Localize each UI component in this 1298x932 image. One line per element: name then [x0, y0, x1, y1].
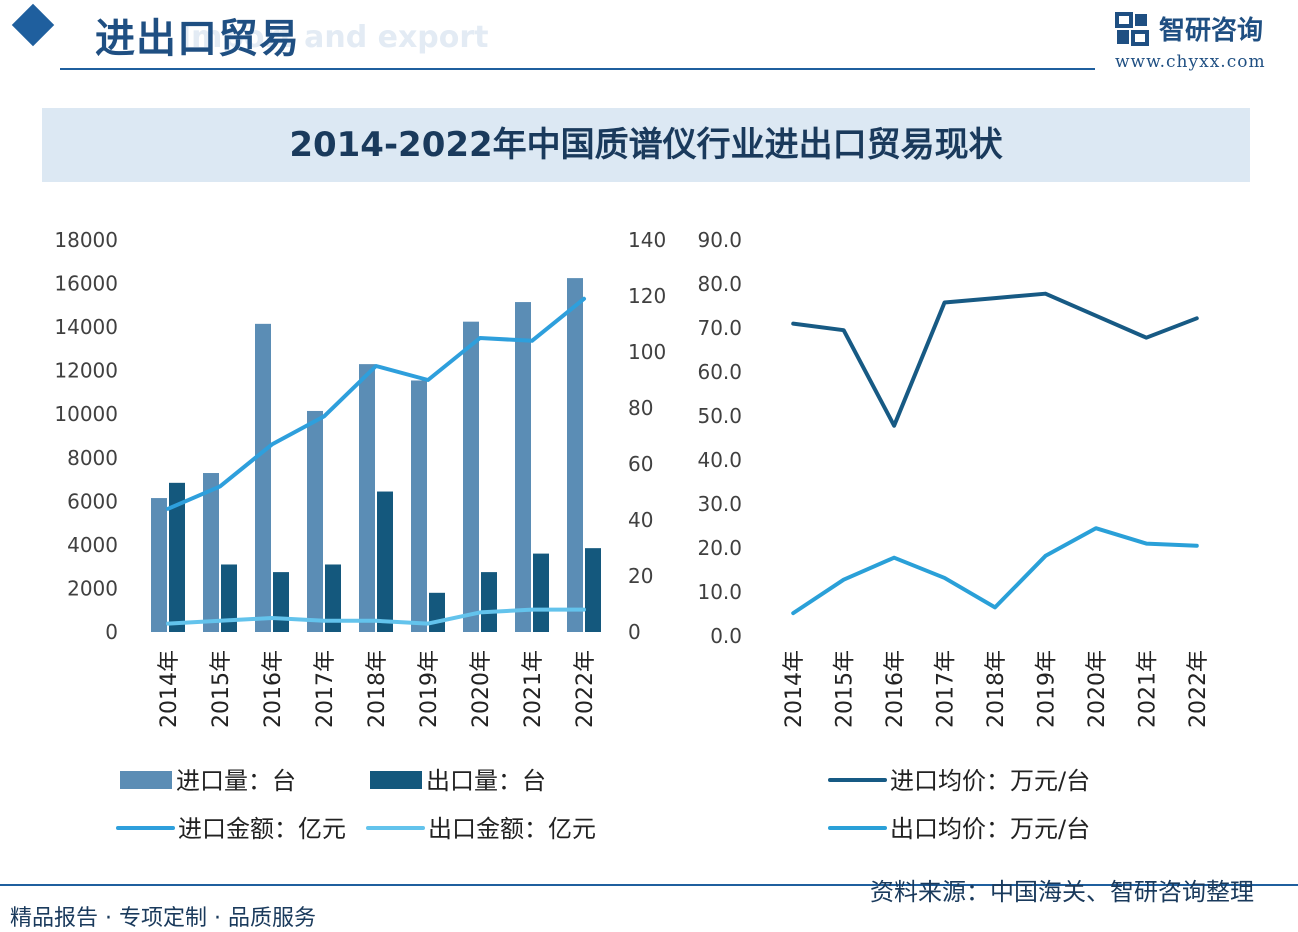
- left-y-tick-label: 12000: [54, 359, 118, 383]
- right-y-tick-label: 20: [628, 564, 653, 588]
- legend-swatch: [120, 771, 172, 789]
- right-x-tick-label: 2016年: [883, 650, 908, 728]
- right-x-tick-label: 2021年: [1135, 650, 1160, 728]
- price-y-tick-label: 80.0: [697, 272, 742, 296]
- left-x-tick-label: 2021年: [521, 650, 546, 728]
- right-x-tick-label: 2019年: [1034, 650, 1059, 728]
- left-x-tick-label: 2014年: [157, 650, 182, 728]
- legend-label: 进口均价：万元/台: [890, 767, 1090, 795]
- export-amount-line: [166, 607, 586, 626]
- export-qty-bar: [221, 564, 237, 632]
- export-qty-bar: [169, 482, 185, 632]
- right-x-tick-label: 2017年: [934, 650, 959, 728]
- left-y-tick-label: 10000: [54, 402, 118, 426]
- left-x-tick-label: 2016年: [261, 650, 286, 728]
- legend-label: 出口金额：亿元: [428, 815, 596, 843]
- source-note: 资料来源：中国海关、智研咨询整理: [870, 878, 1254, 906]
- price-y-tick-label: 50.0: [697, 404, 742, 428]
- chart-title-banner: 2014-2022年中国质谱仪行业进出口贸易现状: [42, 108, 1250, 182]
- chart-title: 2014-2022年中国质谱仪行业进出口贸易现状: [289, 125, 1003, 165]
- left-y-tick-label: 6000: [67, 489, 118, 513]
- import-qty-bar: [203, 473, 219, 632]
- right-x-tick-label: 2020年: [1085, 650, 1110, 728]
- left-y-tick-label: 4000: [67, 533, 118, 557]
- legend-label: 进口量：台: [176, 767, 296, 795]
- import-qty-bar: [359, 364, 375, 632]
- right-y-tick-label: 100: [628, 340, 666, 364]
- price-y-tick-label: 10.0: [697, 580, 742, 604]
- right-y-tick-label: 60: [628, 452, 653, 476]
- left-x-tick-label: 2020年: [469, 650, 494, 728]
- export-qty-bar: [533, 553, 549, 632]
- left-x-tick-label: 2022年: [573, 650, 598, 728]
- legend-swatch: [370, 771, 422, 789]
- import-qty-bar: [151, 498, 167, 632]
- export-qty-bar: [585, 548, 601, 632]
- logo-name: 智研咨询: [1159, 16, 1264, 46]
- right-y-tick-label: 80: [628, 396, 653, 420]
- right-x-tick-label: 2014年: [782, 650, 807, 728]
- import-qty-bar: [515, 302, 531, 632]
- legend-label: 进口金额：亿元: [178, 815, 346, 843]
- import-avg-price-line: [791, 291, 1199, 428]
- import-qty-bar: [463, 321, 479, 632]
- right-y-tick-label: 140: [628, 228, 666, 252]
- export-avg-price-line: [791, 526, 1199, 616]
- left-x-tick-label: 2018年: [365, 650, 390, 728]
- import-qty-bar: [307, 410, 323, 632]
- left-x-tick-label: 2019年: [417, 650, 442, 728]
- footer-divider: [0, 884, 1298, 886]
- price-y-tick-label: 90.0: [697, 228, 742, 252]
- logo-url: www.chyxx.com: [1115, 52, 1266, 72]
- legend-label: 出口均价：万元/台: [890, 815, 1090, 843]
- price-y-tick-label: 70.0: [697, 316, 742, 340]
- footer-slogan: 精品报告 · 专项定制 · 品质服务: [10, 906, 316, 931]
- price-y-tick-label: 60.0: [697, 360, 742, 384]
- right-x-tick-label: 2022年: [1186, 650, 1211, 728]
- left-y-tick-label: 14000: [54, 315, 118, 339]
- legend-label: 出口量：台: [426, 767, 546, 795]
- left-x-tick-label: 2015年: [209, 650, 234, 728]
- import-qty-bar: [411, 380, 427, 632]
- price-y-tick-label: 30.0: [697, 492, 742, 516]
- left-y-tick-label: 8000: [67, 446, 118, 470]
- left-y-tick-label: 2000: [67, 576, 118, 600]
- left-x-tick-label: 2017年: [313, 650, 338, 728]
- right-x-tick-label: 2018年: [984, 650, 1009, 728]
- export-qty-bar: [429, 592, 445, 632]
- header-subtitle: Import and export: [180, 20, 489, 55]
- export-qty-bar: [273, 572, 289, 632]
- left-y-tick-label: 16000: [54, 272, 118, 296]
- export-qty-bar: [377, 491, 393, 632]
- brand-logo: 智研咨询 www.chyxx.com: [1115, 10, 1285, 74]
- header-divider: [60, 68, 1095, 70]
- right-y-tick-label: 120: [628, 284, 666, 308]
- price-y-tick-label: 20.0: [697, 536, 742, 560]
- right-y-tick-label: 40: [628, 508, 653, 532]
- export-qty-bar: [325, 564, 341, 632]
- chyxx-logo-icon: [1115, 12, 1149, 46]
- page-title: 进出口贸易: [95, 16, 300, 62]
- right-x-tick-label: 2015年: [833, 650, 858, 728]
- right-y-tick-label: 0: [628, 620, 641, 644]
- import-qty-bar: [255, 323, 271, 632]
- left-y-tick-label: 0: [105, 620, 118, 644]
- import-amount-line: [166, 296, 586, 511]
- price-y-tick-label: 40.0: [697, 448, 742, 472]
- left-y-tick-label: 18000: [54, 228, 118, 252]
- export-qty-bar: [481, 572, 497, 632]
- price-y-tick-label: 0.0: [710, 624, 742, 648]
- import-qty-bar: [567, 278, 583, 632]
